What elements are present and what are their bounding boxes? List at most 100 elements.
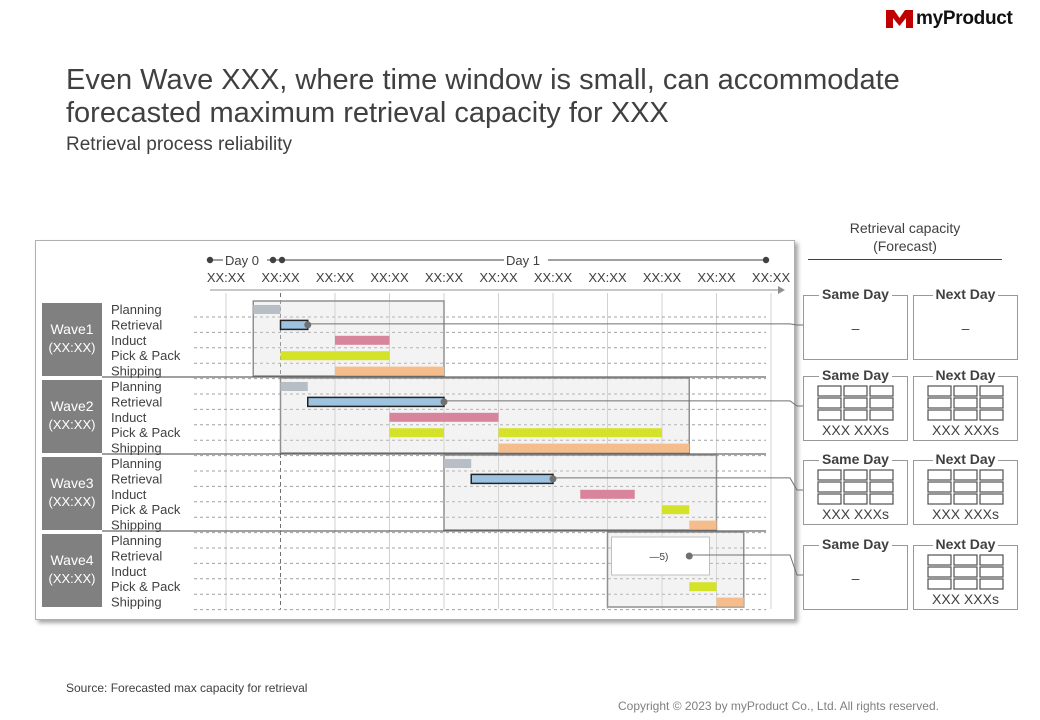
same-day-capacity-box: Same Day XXX XXXs [803, 451, 908, 525]
process-label: Retrieval [111, 317, 162, 332]
capacity-unit-cell [927, 554, 952, 566]
process-label: Planning [111, 302, 162, 317]
capacity-unit-cell [927, 566, 952, 578]
capacity-unit-cell [979, 409, 1004, 421]
wave-name: Wave1 [50, 321, 93, 337]
capacity-unit-cell [843, 385, 868, 397]
process-label: Retrieval [111, 394, 162, 409]
capacity-connector-line [688, 554, 803, 576]
gantt-chart-panel: Day 0 Day 1 XX:XX XX:XX XX:XX XX:XX XX:XX XX:XX… [35, 240, 795, 620]
same-day-capacity-box: Same Day – [803, 536, 908, 610]
source-note: Source: Forecasted max capacity for retr… [66, 681, 308, 695]
capacity-box-header-label: Same Day [819, 536, 892, 552]
capacity-unit-cell [979, 578, 1004, 590]
capacity-unit-cell [843, 493, 868, 505]
time-label: XX:XX [643, 270, 682, 285]
process-label: Induct [111, 487, 147, 502]
capacity-units-icon [817, 385, 894, 421]
process-label: Planning [111, 456, 162, 471]
same-day-capacity-box: Same Day XXX XXXs [803, 367, 908, 441]
capacity-unit-cell [843, 397, 868, 409]
capacity-units-icon [817, 469, 894, 505]
capacity-unit-cell [927, 469, 952, 481]
capacity-unit-cell [979, 493, 1004, 505]
capacity-unit-cell [927, 493, 952, 505]
gantt-bar [498, 428, 662, 438]
capacity-header-title: Retrieval capacity [849, 220, 961, 236]
capacity-unit-cell [927, 397, 952, 409]
next-day-capacity-box: Next Day – [913, 286, 1018, 360]
time-label: XX:XX [207, 270, 246, 285]
capacity-unit-cell [817, 481, 842, 493]
capacity-unit-cell [927, 481, 952, 493]
gantt-bar [444, 459, 472, 468]
capacity-box-header: Next Day [914, 367, 1017, 383]
capacity-unit-cell [953, 385, 978, 397]
time-label: XX:XX [534, 270, 573, 285]
capacity-unit-label: XXX XXXs [822, 506, 889, 522]
process-label: Planning [111, 379, 162, 394]
capacity-unit-cell [953, 493, 978, 505]
gantt-bar [253, 305, 281, 314]
wave-name: Wave2 [50, 398, 93, 414]
time-label: XX:XX [588, 270, 627, 285]
time-label: XX:XX [316, 270, 355, 285]
capacity-box-header: Next Day [914, 286, 1017, 302]
wave-time: (XX:XX) [49, 494, 96, 509]
capacity-box-header-label: Next Day [932, 286, 999, 302]
next-day-capacity-box: Next Day XXX XXXs [913, 367, 1018, 441]
retrieval-end-dot [440, 398, 448, 406]
capacity-unit-label: XXX XXXs [932, 591, 999, 607]
capacity-unit-cell [817, 469, 842, 481]
day-axis-dot [762, 256, 770, 264]
capacity-box-header: Same Day [804, 367, 907, 383]
process-label: Pick & Pack [111, 579, 181, 594]
next-day-capacity-box: Next Day XXX XXXs [913, 536, 1018, 610]
capacity-unit-label: XXX XXXs [822, 422, 889, 438]
time-label: XX:XX [370, 270, 409, 285]
time-axis-arrow [778, 286, 785, 294]
gantt-bar [280, 351, 390, 361]
capacity-header: Retrieval capacity (Forecast) [808, 219, 1002, 255]
capacity-connector-line [306, 323, 803, 326]
gantt-bar [689, 582, 717, 592]
capacity-box-header-label: Same Day [819, 367, 892, 383]
retrieval-end-dot [685, 552, 693, 560]
capacity-unit-cell [817, 409, 842, 421]
capacity-unit-cell [979, 481, 1004, 493]
process-label: Pick & Pack [111, 348, 181, 363]
same-day-capacity-box: Same Day – [803, 286, 908, 360]
day-label-bg [223, 252, 267, 266]
gantt-bar [662, 505, 690, 515]
capacity-unit-label: XXX XXXs [932, 422, 999, 438]
wave-name: Wave4 [50, 552, 93, 568]
day-axis-dot [269, 256, 277, 264]
time-label: XX:XX [479, 270, 518, 285]
process-label: Shipping [111, 364, 162, 379]
wave-label-box [42, 534, 102, 607]
capacity-unit-cell [979, 554, 1004, 566]
capacity-box-header: Same Day [804, 451, 907, 467]
brand-logo: myProduct [886, 8, 1034, 32]
process-label: Shipping [111, 441, 162, 456]
capacity-box-header-label: Same Day [819, 451, 892, 467]
gantt-bar [716, 597, 744, 607]
capacity-units-icon [927, 554, 1004, 590]
wave-name: Wave3 [50, 475, 93, 491]
capacity-unit-cell [953, 578, 978, 590]
gantt-bar [389, 428, 444, 438]
process-label: Shipping [111, 595, 162, 610]
next-day-capacity-box: Next Day XXX XXXs [913, 451, 1018, 525]
capacity-unit-cell [817, 493, 842, 505]
capacity-box-header: Next Day [914, 536, 1017, 552]
wave-note-label: —5) [650, 552, 669, 563]
page-title: Even Wave XXX, where time window is smal… [66, 64, 900, 129]
capacity-box-header: Same Day [804, 286, 907, 302]
time-label: XX:XX [425, 270, 464, 285]
capacity-unit-cell [953, 554, 978, 566]
capacity-unit-cell [953, 566, 978, 578]
myproduct-logo-icon [886, 10, 913, 28]
capacity-units-icon [927, 469, 1004, 505]
wave-note-box [611, 536, 710, 576]
